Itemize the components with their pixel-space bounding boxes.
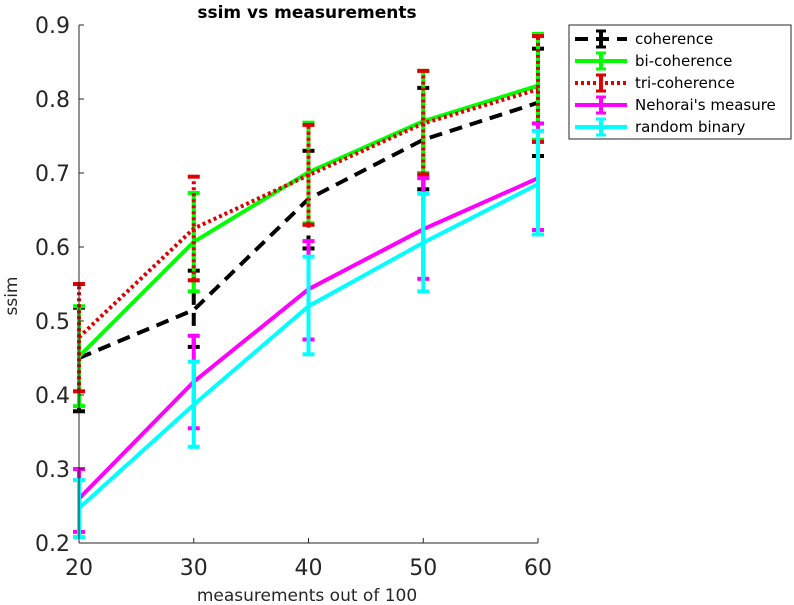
legend: coherence bi-coherence tri-coherence Nehora… <box>568 24 792 140</box>
legend-label: bi-coherence <box>635 52 732 70</box>
series-tri-coherence <box>73 34 544 394</box>
y-tick-label: 0.3 <box>35 458 70 483</box>
legend-item: random binary <box>575 117 745 137</box>
series-random-binary <box>73 128 544 540</box>
y-tick-label: 0.6 <box>35 236 70 261</box>
y-tick-label: 0.7 <box>35 162 70 187</box>
series-coherence <box>73 46 544 414</box>
x-tick-label: 20 <box>65 556 93 581</box>
x-tick-label: 40 <box>295 556 323 581</box>
legend-item: tri-coherence <box>575 73 735 93</box>
x-axis-label: measurements out of 100 <box>197 586 417 605</box>
y-tick-label: 0.4 <box>35 384 70 409</box>
y-tick-label: 0.2 <box>35 532 70 557</box>
y-tick-label: 0.5 <box>35 310 70 335</box>
series-layer <box>73 31 544 540</box>
x-tick-label: 60 <box>524 556 552 581</box>
legend-label: coherence <box>635 30 713 48</box>
x-tick-label: 30 <box>180 556 208 581</box>
legend-item: bi-coherence <box>575 51 732 71</box>
legend-item: coherence <box>575 29 713 49</box>
y-tick-label: 0.9 <box>35 14 70 39</box>
legend-label: random binary <box>635 118 745 136</box>
y-axis-label: ssim <box>2 277 22 316</box>
legend-item: Nehorai's measure <box>575 95 776 115</box>
y-tick-label: 0.8 <box>35 88 70 113</box>
axes-layer: 20 30 40 50 60 0.2 0.3 0.4 0.5 0.6 0.7 0.8 0.9 <box>35 14 552 581</box>
legend-label: Nehorai's measure <box>635 96 776 114</box>
chart-title: ssim vs measurements <box>197 3 416 23</box>
legend-label: tri-coherence <box>635 74 735 92</box>
x-tick-label: 50 <box>409 556 437 581</box>
